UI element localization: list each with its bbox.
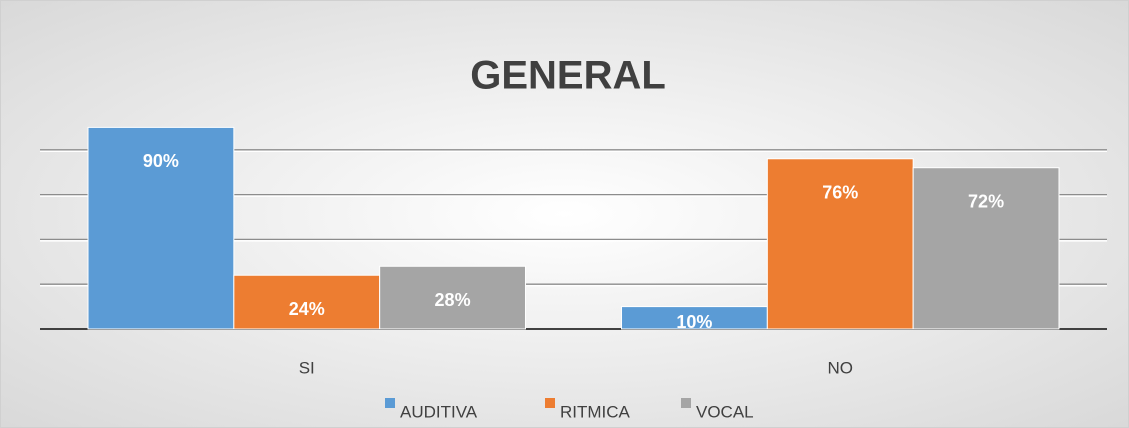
bar bbox=[233, 274, 381, 330]
bar bbox=[912, 167, 1060, 330]
data-label: 76% bbox=[822, 183, 858, 203]
legend-marker bbox=[385, 398, 395, 408]
data-label: 24% bbox=[289, 299, 325, 319]
chart-title: GENERAL bbox=[470, 54, 666, 98]
bar bbox=[87, 126, 235, 330]
bar bbox=[379, 265, 526, 330]
legend-label: AUDITIVA bbox=[400, 402, 478, 421]
data-label: 10% bbox=[676, 312, 712, 332]
legend-label: VOCAL bbox=[696, 402, 754, 421]
legend-label: RITMICA bbox=[560, 402, 631, 421]
x-tick-label: SI bbox=[299, 358, 315, 377]
legend-marker bbox=[545, 398, 555, 408]
x-tick-label: NO bbox=[828, 358, 854, 377]
data-label: 28% bbox=[435, 290, 471, 310]
legend-marker bbox=[681, 398, 691, 408]
data-label: 90% bbox=[143, 151, 179, 171]
data-label: 72% bbox=[968, 191, 1004, 211]
bar bbox=[766, 158, 914, 330]
